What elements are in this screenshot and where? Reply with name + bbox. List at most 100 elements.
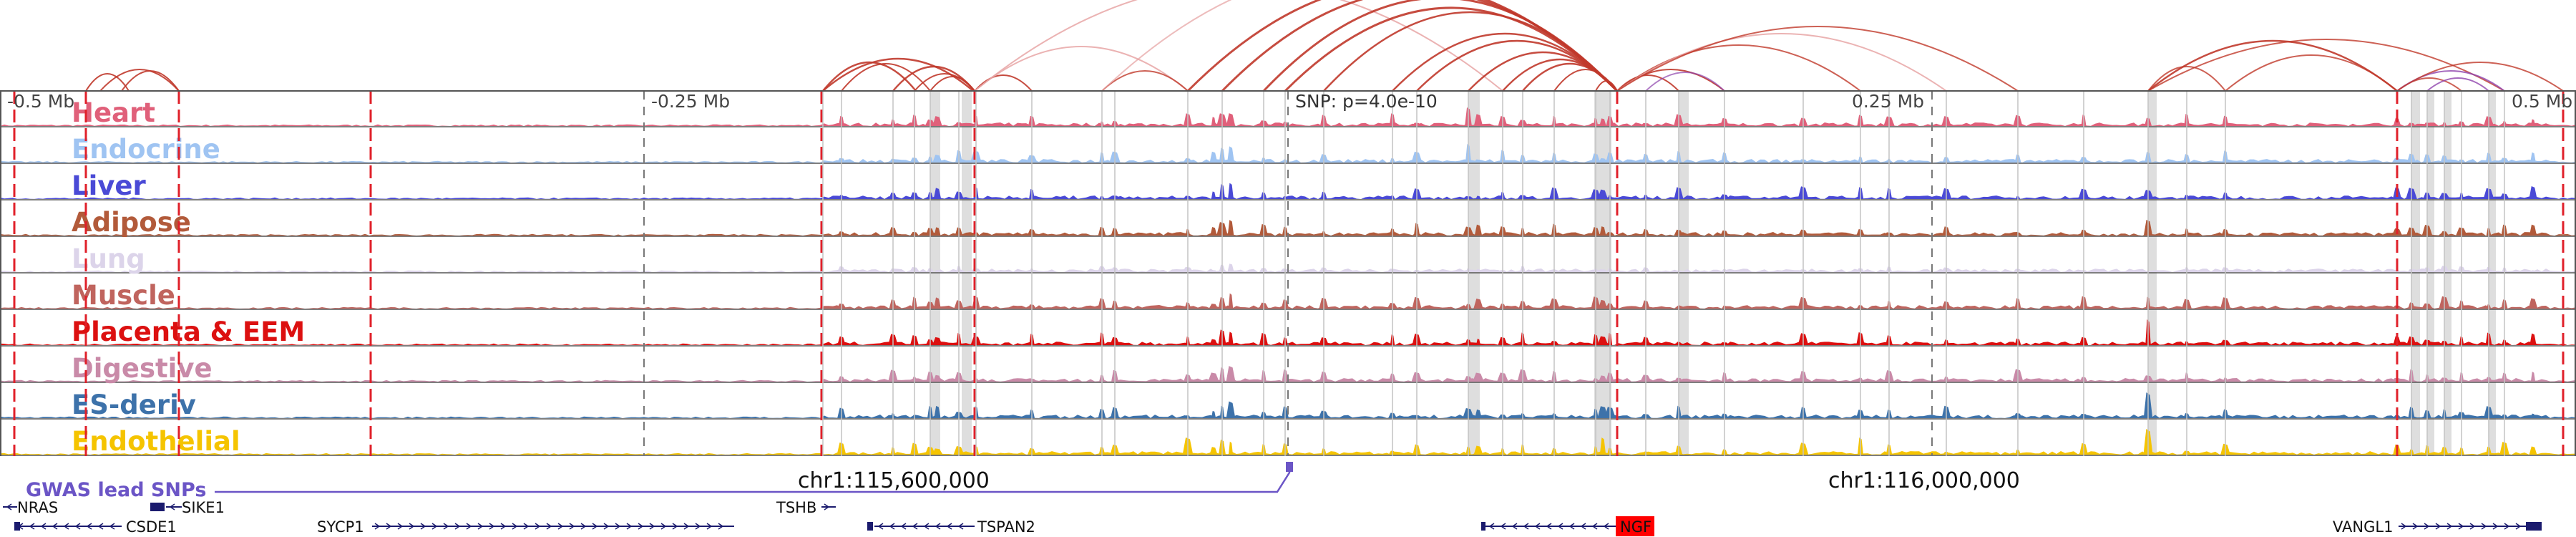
gene-label-csde1: CSDE1 (126, 518, 177, 536)
track-digestive: Digestive (0, 353, 2576, 384)
strand-arrow (97, 523, 104, 530)
strand-arrow (512, 523, 518, 530)
track-peak (1597, 336, 1609, 345)
track-peak (1226, 113, 1236, 126)
strand-arrow (2515, 523, 2522, 530)
track-peak (2530, 372, 2536, 382)
exon-block (867, 522, 873, 531)
interaction-arcs (85, 0, 2564, 92)
highlight-band (1468, 91, 1480, 456)
track-label: Placenta & EEM (72, 316, 305, 347)
interaction-arc (2147, 39, 2505, 92)
track-peak (933, 374, 942, 382)
strand-arrow (40, 523, 47, 530)
interaction-arc (1522, 62, 1618, 92)
track-peak (934, 405, 941, 418)
strand-arrow (615, 523, 621, 530)
interaction-arc (2147, 66, 2226, 92)
strand-arrow (580, 523, 587, 530)
track-peak (932, 337, 942, 345)
strand-arrow (29, 523, 35, 530)
interaction-arc (914, 73, 975, 92)
strand-arrow (2446, 523, 2453, 530)
track-peak (1208, 372, 1219, 382)
scale-tick-label: 0.25 Mb (1852, 91, 1924, 112)
strand-arrow (546, 523, 552, 530)
track-peak (1597, 269, 1609, 272)
track-peak (932, 154, 942, 163)
track-peak (1228, 332, 1234, 345)
track-peak (1473, 159, 1483, 163)
highlight-band (2411, 91, 2420, 456)
strand-arrow (557, 523, 564, 530)
strand-arrow (2492, 523, 2499, 530)
strand-arrow (523, 523, 530, 530)
track-label: Endocrine (72, 134, 220, 165)
strand-arrow (912, 523, 918, 530)
strand-arrow (592, 523, 598, 530)
interaction-arc (1553, 69, 1618, 92)
track-label: Heart (72, 97, 155, 128)
track-peak (1227, 220, 1234, 236)
strand-arrow (466, 523, 472, 530)
track-peak (2530, 152, 2536, 163)
highlight-bands (930, 91, 2496, 456)
track-peak (1475, 195, 1481, 199)
highlight-band (2444, 91, 2451, 456)
strand-arrow (535, 523, 541, 530)
track-label: Digestive (72, 353, 213, 384)
strand-arrow (386, 523, 392, 530)
track-peak (934, 227, 941, 236)
highlight-band (1679, 91, 1689, 456)
track-peak (933, 188, 942, 199)
scale-tick-label: -0.25 Mb (651, 91, 730, 112)
track-peak (932, 116, 942, 126)
strand-arrow (2412, 523, 2419, 530)
strand-arrow (946, 523, 952, 530)
strand-arrow (672, 523, 678, 530)
strand-arrow (74, 523, 81, 530)
strand-arrow (420, 523, 426, 530)
strand-arrow (52, 523, 58, 530)
strand-arrow (477, 523, 484, 530)
scale-tick-label: SNP: p=4.0e-10 (1295, 91, 1438, 112)
strand-arrow (683, 523, 690, 530)
strand-arrow (877, 523, 884, 530)
coordinate-label: chr1:115,600,000 (798, 468, 990, 493)
track-label: ES-deriv (72, 390, 196, 420)
track-signal (0, 122, 2576, 126)
track-peak (1210, 227, 1217, 236)
track-peak (1475, 339, 1481, 345)
strand-arrow (409, 523, 415, 530)
track-peak (2529, 224, 2537, 236)
track-peak (1228, 441, 1234, 455)
track-peak (1211, 191, 1216, 199)
strand-arrow (454, 523, 461, 530)
region-lines (13, 91, 2565, 456)
exon-block (14, 522, 20, 531)
highlight-band (2427, 91, 2434, 456)
track-label: Adipose (72, 207, 191, 238)
exon-block (2526, 522, 2542, 531)
strand-arrow (86, 523, 92, 530)
track-peak (1209, 270, 1218, 272)
strand-arrow (2481, 523, 2487, 530)
gene-label-vangl1: VANGL1 (2333, 518, 2393, 536)
interaction-arc (841, 63, 931, 92)
track-label: Muscle (72, 280, 175, 311)
strand-arrow (1534, 523, 1541, 530)
strand-arrow (1511, 523, 1518, 530)
strand-arrow (1523, 523, 1529, 530)
track-peak (934, 297, 941, 309)
interaction-arc (2396, 62, 2564, 92)
interaction-arc (85, 73, 130, 92)
strand-arrow (900, 523, 907, 530)
track-peak (2529, 446, 2537, 455)
track-peak (1209, 151, 1218, 163)
track-peak (1227, 263, 1234, 272)
strand-arrow (1546, 523, 1552, 530)
track-peak (1599, 375, 1607, 382)
strand-arrow (718, 523, 724, 530)
gene-label-tshb: TSHB (776, 499, 816, 516)
